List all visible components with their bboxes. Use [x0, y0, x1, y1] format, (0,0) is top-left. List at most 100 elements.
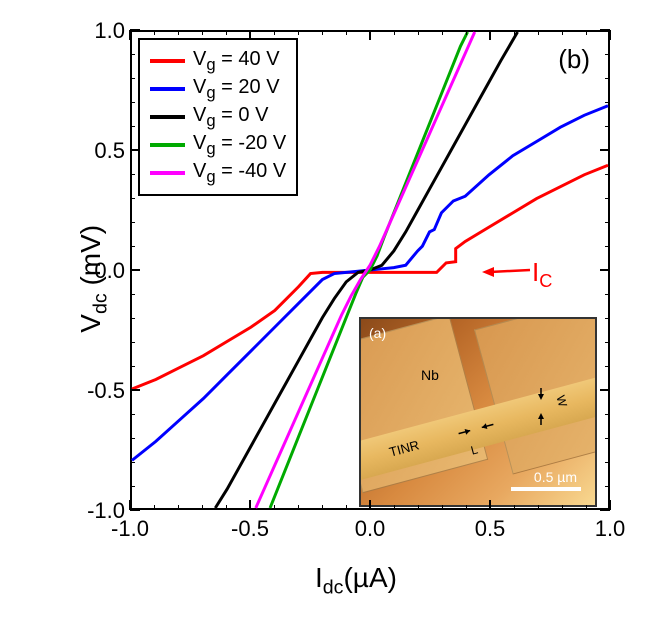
- legend-swatch: [150, 171, 185, 175]
- x-axis-label: Idc(µA): [315, 562, 397, 600]
- y-tick-minor: [605, 342, 610, 343]
- y-tick-minor: [130, 462, 135, 463]
- y-tick-major: [130, 269, 140, 271]
- x-tick-minor: [202, 505, 203, 510]
- y-tick-major: [130, 149, 140, 151]
- y-tick-minor: [130, 126, 135, 127]
- x-tick-minor: [226, 30, 227, 35]
- y-tick-minor: [130, 198, 135, 199]
- x-tick-major: [489, 500, 491, 510]
- y-tick-minor: [130, 486, 135, 487]
- x-tick-minor: [418, 505, 419, 510]
- y-tick-minor: [605, 246, 610, 247]
- y-tick-minor: [605, 126, 610, 127]
- inset-scalebar-text: 0.5 µm: [534, 469, 577, 485]
- y-tick-minor: [605, 222, 610, 223]
- x-tick-minor: [346, 30, 347, 35]
- legend-row: Vg = 0 V: [150, 104, 286, 130]
- panel-label-b: (b): [558, 44, 590, 75]
- y-tick-minor: [130, 102, 135, 103]
- y-tick-label: 0.5: [65, 138, 125, 164]
- chart-container: Vdc (mV) Idc(µA) Vg = 40 VVg = 20 VVg = …: [35, 10, 645, 605]
- x-tick-minor: [298, 505, 299, 510]
- x-tick-label: 0.5: [465, 516, 515, 542]
- x-tick-minor: [562, 30, 563, 35]
- ic-arrow: [482, 260, 532, 280]
- x-axis-label-text: Idc(µA): [315, 562, 397, 593]
- inset-panel-label-a: (a): [369, 325, 386, 341]
- x-tick-minor: [466, 30, 467, 35]
- legend: Vg = 40 VVg = 20 VVg = 0 VVg = -20 VVg =…: [138, 38, 298, 196]
- y-tick-major: [600, 269, 610, 271]
- legend-swatch: [150, 143, 185, 147]
- legend-swatch: [150, 115, 185, 119]
- x-tick-minor: [586, 30, 587, 35]
- y-tick-minor: [130, 318, 135, 319]
- x-tick-label: 0.0: [345, 516, 395, 542]
- x-tick-minor: [346, 505, 347, 510]
- legend-swatch: [150, 59, 185, 63]
- y-tick-minor: [605, 462, 610, 463]
- x-tick-minor: [466, 505, 467, 510]
- legend-swatch: [150, 87, 185, 91]
- legend-row: Vg = 40 V: [150, 48, 286, 74]
- x-tick-minor: [394, 30, 395, 35]
- legend-row: Vg = -20 V: [150, 132, 286, 158]
- legend-label: Vg = -20 V: [193, 132, 286, 159]
- inset-afm: (a) Nb TINR L W 0.5 µm: [359, 317, 597, 507]
- x-tick-minor: [154, 30, 155, 35]
- y-tick-minor: [605, 438, 610, 439]
- x-tick-minor: [298, 30, 299, 35]
- x-tick-minor: [418, 30, 419, 35]
- y-tick-minor: [605, 486, 610, 487]
- y-tick-minor: [605, 366, 610, 367]
- x-tick-minor: [538, 30, 539, 35]
- x-tick-minor: [178, 505, 179, 510]
- y-tick-minor: [605, 414, 610, 415]
- y-tick-label: 0.0: [65, 258, 125, 284]
- x-tick-minor: [442, 30, 443, 35]
- x-tick-minor: [202, 30, 203, 35]
- y-tick-minor: [130, 246, 135, 247]
- x-tick-minor: [538, 505, 539, 510]
- y-tick-label: 1.0: [65, 18, 125, 44]
- x-tick-major: [129, 500, 131, 510]
- legend-label: Vg = -40 V: [193, 160, 286, 187]
- x-tick-major: [489, 30, 491, 40]
- y-tick-minor: [130, 294, 135, 295]
- x-tick-label: -0.5: [225, 516, 275, 542]
- y-tick-minor: [130, 174, 135, 175]
- inset-nb-label: Nb: [421, 367, 439, 383]
- x-tick-minor: [274, 30, 275, 35]
- y-tick-major: [130, 29, 140, 31]
- plot-area: Vg = 40 VVg = 20 VVg = 0 VVg = -20 VVg =…: [130, 30, 610, 510]
- y-tick-minor: [605, 198, 610, 199]
- x-tick-major: [249, 500, 251, 510]
- x-tick-minor: [394, 505, 395, 510]
- legend-row: Vg = 20 V: [150, 76, 286, 102]
- x-tick-minor: [274, 505, 275, 510]
- x-tick-label: -1.0: [105, 516, 155, 542]
- y-tick-minor: [605, 318, 610, 319]
- y-tick-label: -0.5: [65, 378, 125, 404]
- x-tick-minor: [178, 30, 179, 35]
- x-tick-minor: [322, 30, 323, 35]
- x-tick-minor: [154, 505, 155, 510]
- x-tick-major: [609, 500, 611, 510]
- y-tick-minor: [605, 78, 610, 79]
- y-tick-minor: [130, 438, 135, 439]
- x-tick-label: 1.0: [585, 516, 635, 542]
- legend-label: Vg = 40 V: [193, 48, 280, 75]
- x-tick-minor: [226, 505, 227, 510]
- legend-row: Vg = -40 V: [150, 160, 286, 186]
- x-tick-minor: [442, 505, 443, 510]
- y-tick-minor: [130, 54, 135, 55]
- y-tick-minor: [605, 54, 610, 55]
- ic-label: IC: [532, 257, 552, 292]
- x-tick-major: [129, 30, 131, 40]
- inset-scalebar: [511, 487, 581, 491]
- x-tick-minor: [322, 505, 323, 510]
- y-tick-minor: [130, 342, 135, 343]
- x-tick-major: [369, 30, 371, 40]
- y-tick-major: [600, 389, 610, 391]
